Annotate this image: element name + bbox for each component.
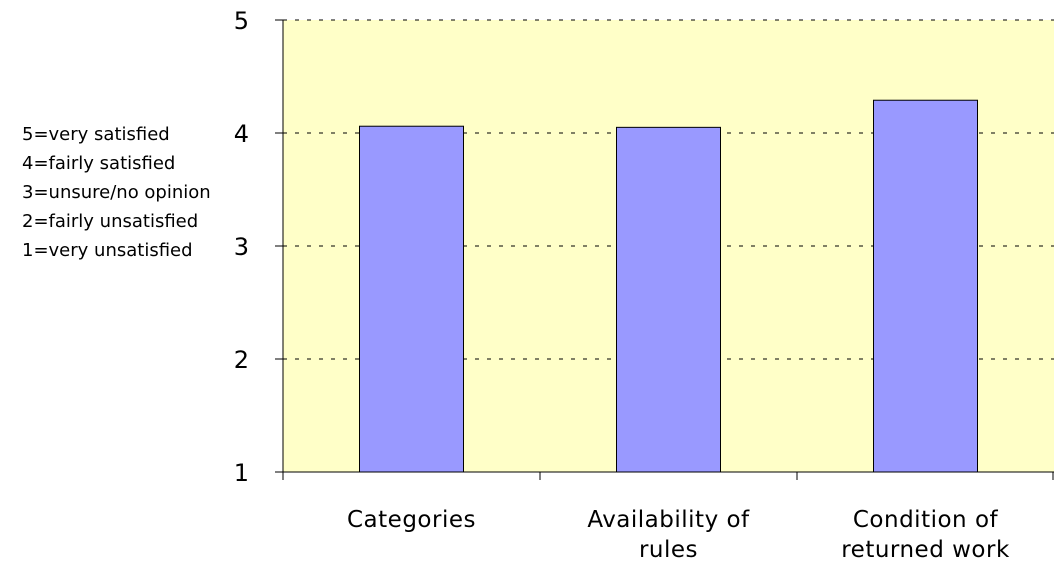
scale-legend-note: 5=very satisfied 4=fairly satisfied 3=un… [22,124,211,261]
x-category-label: Condition of returned work [841,507,1010,563]
bar [616,126,721,473]
y-tick-label: 1 [234,459,249,487]
axes [275,19,1054,480]
x-category-label-line: rules [639,537,698,563]
x-category-label-line: Categories [347,507,476,533]
x-category-label-line: returned work [841,537,1010,563]
y-tick-label: 3 [234,233,249,261]
axis-labels: 1 2 3 4 5 Categories Availability of rules Condi… [234,7,1010,563]
x-category-label-line: Availability of [587,507,750,533]
x-category-label: Categories [347,507,476,533]
bar [359,125,464,473]
bar [873,99,978,473]
y-tick-label: 2 [234,346,249,374]
y-tick-label: 4 [234,120,249,148]
x-category-label-line: Condition of [853,507,999,533]
x-category-label: Availability of rules [587,507,750,563]
bars [359,99,978,473]
y-tick-label: 5 [234,7,249,35]
